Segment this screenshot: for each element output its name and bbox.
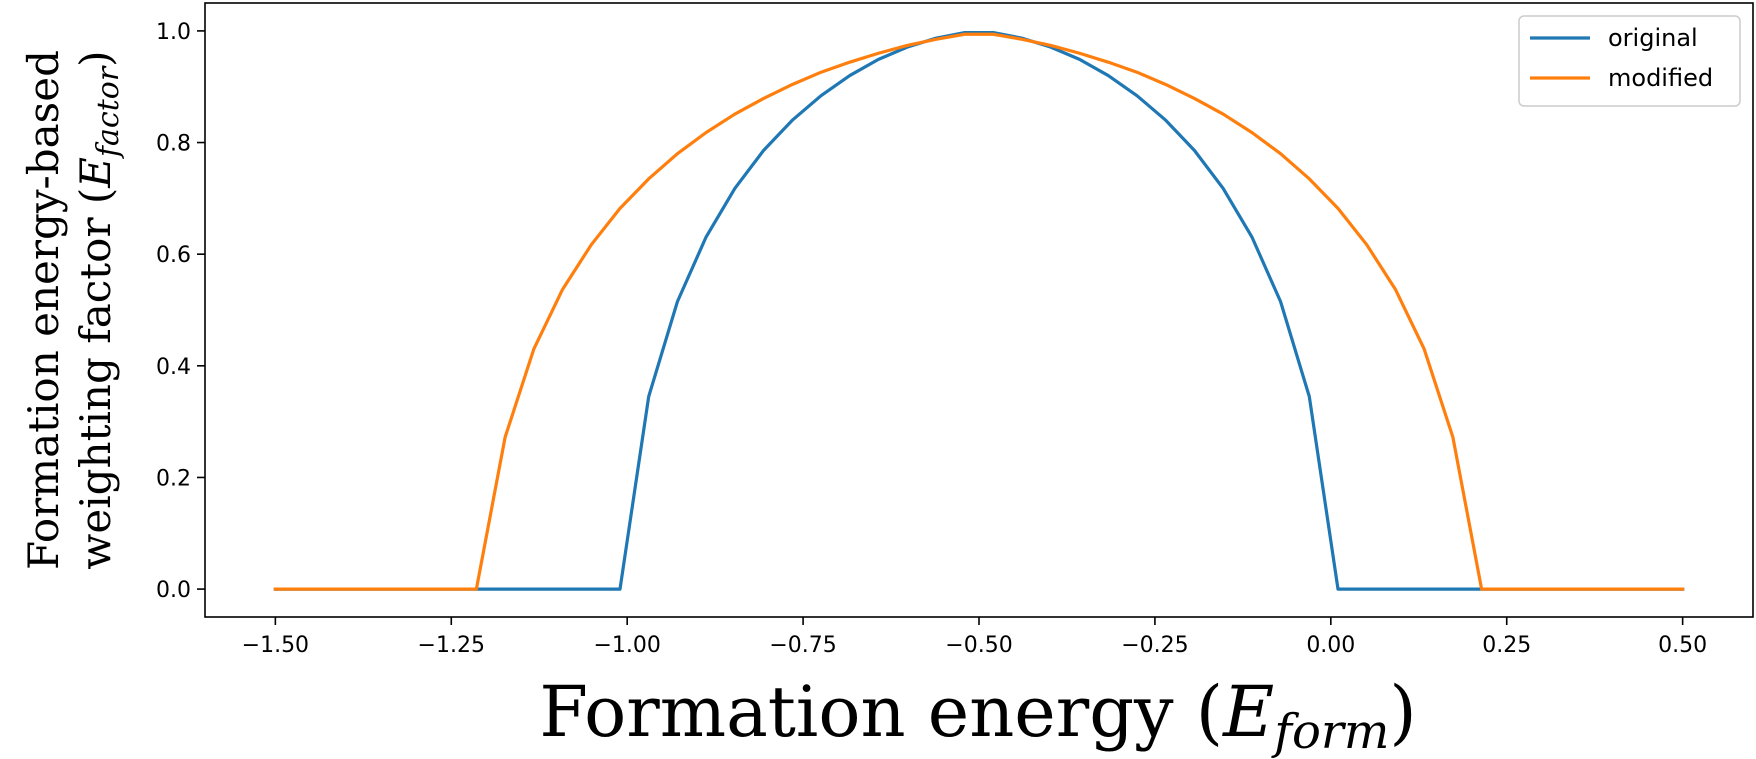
y-tick-label: 0.2: [156, 466, 191, 491]
legend-label-original: original: [1608, 24, 1698, 52]
x-axis-title-main: Formation energy (: [539, 671, 1223, 753]
x-tick-label: −0.50: [945, 633, 1012, 658]
x-tick-label: −0.75: [769, 633, 836, 658]
y-tick-label: 0.8: [156, 132, 191, 157]
x-tick-label: −1.25: [418, 633, 485, 658]
x-tick-label: −0.25: [1121, 633, 1188, 658]
legend: original modified: [1518, 15, 1741, 107]
x-axis-title-subscript: form: [1271, 704, 1389, 759]
series-line-modified: [273, 32, 1685, 591]
x-tick-label: −1.50: [242, 633, 309, 658]
y-axis-title: Formation energy-based weighting factor …: [19, 50, 126, 570]
series-layer: [273, 30, 1685, 591]
y-tick-label: 0.4: [156, 355, 191, 380]
x-tick-label: −1.00: [593, 633, 660, 658]
x-tick-label: 0.00: [1306, 633, 1355, 658]
x-tick-label: 0.25: [1482, 633, 1531, 658]
x-tick-label: 0.50: [1658, 633, 1707, 658]
y-tick-label: 0.6: [156, 243, 191, 268]
series-line-original: [273, 30, 1685, 591]
x-axis-title-close: ): [1389, 671, 1416, 753]
y-axis-title-line2-main: weighting factor (: [71, 188, 120, 570]
y-axis-title-line2: weighting factor (Efactor): [71, 50, 126, 569]
x-axis-title: Formation energy (Eform): [539, 671, 1416, 759]
legend-label-modified: modified: [1608, 64, 1713, 92]
y-axis-title-subscript: factor: [91, 65, 126, 159]
y-axis-title-line1: Formation energy-based: [19, 50, 68, 570]
y-tick-label: 0.0: [156, 578, 191, 603]
x-axis-ticks: −1.50 −1.25 −1.00 −0.75 −0.50 −0.25 0.00 0.25 0.…: [242, 617, 1707, 658]
y-tick-label: 1.0: [156, 20, 191, 45]
y-axis-title-close: ): [71, 50, 120, 66]
y-axis-title-symbol: E: [71, 157, 120, 189]
x-axis-title-symbol: E: [1221, 671, 1274, 753]
y-axis-ticks: 0.0 0.2 0.4 0.6 0.8 1.0: [156, 20, 205, 603]
